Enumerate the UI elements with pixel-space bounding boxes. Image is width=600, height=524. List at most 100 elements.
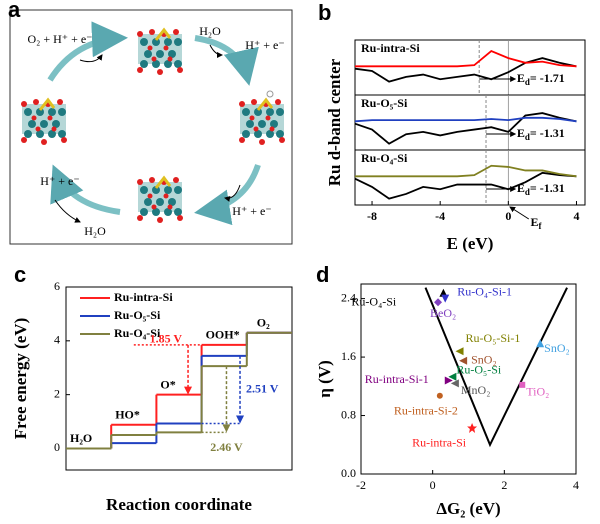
x-tick-label: 4 [573, 478, 579, 492]
subplot-frame [354, 149, 586, 206]
point-label: SnO₂ [471, 352, 497, 366]
value-text: = -1.71 [530, 71, 565, 85]
reaction-label: H⁺ + e⁻ [232, 204, 271, 218]
step-label: H₂O [70, 431, 92, 445]
data-point [455, 347, 464, 356]
reaction-label: H⁺ + e⁻ [40, 174, 79, 188]
point-label: Ru-O₄-Si-1 [457, 284, 512, 298]
data-point [450, 379, 459, 388]
data-point [459, 356, 468, 365]
point-label: MnO₂ [461, 383, 491, 397]
reaction-label: H₂O [199, 24, 221, 38]
y-axis-label: Free energy (eV) [11, 318, 30, 439]
dos-curve [354, 171, 577, 200]
step-label: OOH* [206, 328, 240, 342]
structure [135, 27, 185, 77]
subplot-name: Ru-O₄-Si [361, 151, 408, 165]
data-point [448, 372, 457, 381]
step-label: O₂ [257, 316, 270, 330]
y-tick-label: 0.8 [341, 407, 356, 421]
point-label: Ru-intra-Si [412, 436, 467, 450]
y-tick-label: 4 [54, 333, 60, 347]
data-point [519, 381, 526, 388]
x-axis-label: Reaction coordinate [106, 495, 252, 514]
y-tick-label: 2.4 [341, 290, 356, 304]
data-point [441, 294, 450, 303]
point-label: Ru-O₅-Si [456, 363, 502, 377]
structure [135, 175, 185, 225]
plot-frame [65, 286, 293, 471]
subplot-name: Ru-O₅-Si [361, 96, 408, 110]
subscript: d [525, 132, 530, 142]
data-point [444, 376, 453, 385]
subscript: d [525, 187, 530, 197]
legend-label: Ru-O₄-Si [114, 326, 161, 340]
step-label: O* [160, 377, 175, 391]
point-label: Ru-O₄-Si [351, 295, 397, 309]
dos-curve [355, 164, 577, 178]
x-tick-label: -2 [356, 478, 366, 492]
y-axis-label: η (V) [315, 360, 334, 398]
reaction-label: H⁺ + e⁻ [245, 38, 284, 52]
data-point [536, 339, 545, 348]
symbol: E [517, 181, 525, 195]
subscript: d [525, 77, 530, 87]
h-atom [266, 90, 274, 98]
symbol: E [517, 71, 525, 85]
panel-a: a O₂ + H⁺ + e⁻ H₂O H⁺ + e⁻ H⁺ + e⁻ H⁺ + … [8, 0, 293, 245]
point-label: Ru-intra-Si-1 [365, 372, 429, 386]
reaction-label: O₂ + H⁺ + e⁻ [27, 32, 92, 46]
reaction-arrows [54, 44, 241, 223]
y-tick-label: 1.6 [341, 349, 356, 363]
structure [19, 97, 69, 147]
panel-label: d [316, 262, 329, 287]
point-label: BeO₂ [430, 306, 456, 320]
dos-curve [355, 50, 577, 68]
data-point [436, 392, 443, 399]
legend-label: Ru-intra-Si [114, 290, 173, 304]
panel-label: b [318, 0, 331, 25]
point-label: Ru-O₅-Si-1 [466, 331, 521, 345]
panel-a-frame [9, 9, 293, 245]
x-tick-label: -4 [435, 209, 445, 223]
annotation: Ed= -1.31 [517, 126, 565, 142]
data-point [434, 298, 443, 307]
dos-curve [354, 116, 577, 123]
point-label: Ru-intra-Si-2 [394, 404, 458, 418]
subscript: f [538, 221, 542, 231]
point-label: TiO₂ [526, 385, 549, 399]
legend-label: Ru-O₅-Si [114, 308, 161, 322]
annotation: Ed= -1.71 [517, 71, 565, 87]
structure [237, 97, 287, 147]
symbol: E [530, 215, 538, 229]
step-label: HO* [115, 408, 140, 422]
arrow-head [184, 386, 193, 395]
plot-frame [360, 283, 577, 475]
volcano-line [424, 287, 568, 448]
dos-curve [354, 112, 577, 145]
x-tick-label: 0 [505, 209, 511, 223]
point-label: SnO₂ [544, 341, 570, 355]
y-tick-label: 0 [54, 440, 60, 454]
ef-arrow [509, 206, 530, 220]
gap-label: 2.46 V [210, 440, 243, 454]
arrow-head [236, 415, 245, 424]
y-tick-label: 0.0 [341, 466, 356, 480]
dos-curve [354, 57, 577, 83]
y-tick-label: 6 [54, 279, 60, 293]
symbol: E [517, 126, 525, 140]
reaction-label: H₂O [84, 224, 106, 238]
panel-label: c [14, 262, 26, 287]
annotation: Ef [530, 215, 542, 231]
gap-label: 1.85 V [150, 332, 183, 346]
y-axis-label: Ru d-band center [325, 58, 344, 186]
gap-label: 2.51 V [246, 381, 279, 395]
value-text: = -1.31 [530, 126, 565, 140]
arrow-head [222, 424, 231, 433]
cycle-arrows [47, 21, 261, 226]
subplot-name: Ru-intra-Si [361, 41, 420, 55]
x-axis-label: ΔG₂ (eV) [436, 499, 500, 518]
panel-label: a [8, 0, 21, 22]
x-axis-label: E (eV) [447, 234, 494, 253]
